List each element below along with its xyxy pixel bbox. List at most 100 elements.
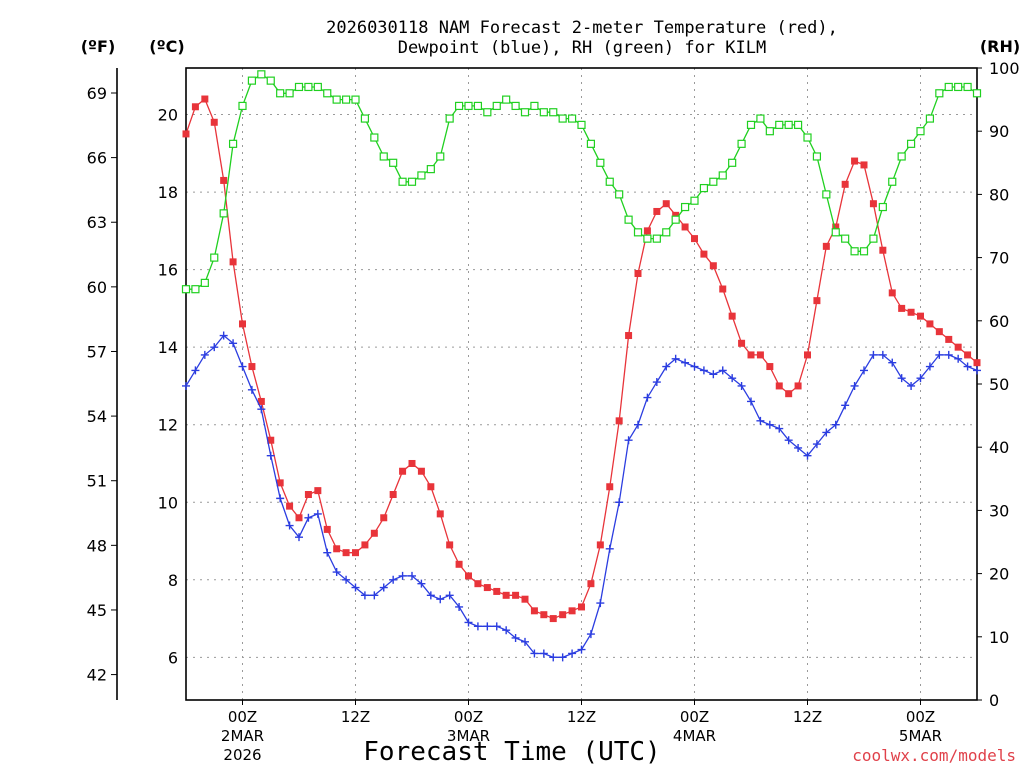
rh-tick-label: 90	[989, 122, 1009, 141]
dewpoint-marker	[417, 579, 426, 588]
x-tick-label: 12Z	[341, 708, 370, 726]
temperature-marker	[643, 227, 651, 235]
celsius-tick-label: 16	[158, 261, 178, 280]
celsius-tick-label: 12	[158, 416, 178, 435]
rh-marker	[228, 139, 238, 148]
temperature-marker	[917, 312, 924, 320]
dewpoint-marker	[822, 428, 831, 437]
rh-tick-label: 80	[989, 185, 1009, 204]
x-tick-date: 4MAR	[673, 727, 716, 745]
temperature-marker	[756, 351, 764, 359]
fahrenheit-tick-label: 54	[87, 407, 107, 426]
temperature-marker	[935, 328, 943, 336]
temperature-marker	[389, 491, 397, 499]
dewpoint-marker	[850, 381, 859, 390]
celsius-tick-label: 18	[158, 183, 178, 202]
dewpoint-marker	[483, 622, 492, 631]
rh-tick-label: 100	[989, 59, 1020, 78]
dewpoint-marker	[210, 343, 219, 352]
temperature-marker	[455, 560, 463, 568]
x-tick-label: 00Z	[680, 708, 709, 726]
fahrenheit-tick-label: 57	[87, 342, 107, 361]
x-tick-label: 00Z	[906, 708, 935, 726]
axes: 6 8 10 12 14 16 18 20 42 45 48 51 54 57 60 63 66 69 0 10 20 3…	[87, 59, 1020, 764]
rh-marker	[897, 152, 906, 161]
temperature-marker	[822, 242, 830, 250]
temperature-marker	[446, 541, 454, 549]
temperature-marker	[276, 479, 284, 487]
rh-marker	[285, 89, 294, 98]
temperature-marker	[342, 549, 350, 557]
fahrenheit-tick-label: 51	[87, 472, 107, 491]
x-tick-year: 2026	[223, 746, 261, 764]
dewpoint-marker	[775, 424, 784, 433]
temperature-marker	[568, 607, 576, 615]
rh-marker	[436, 152, 445, 161]
rh-marker	[567, 114, 577, 123]
celsius-tick-label: 14	[158, 338, 178, 357]
rh-marker	[294, 82, 304, 92]
rh-marker	[775, 120, 784, 129]
rh-marker	[784, 120, 793, 129]
dewpoint-marker	[455, 602, 464, 611]
dewpoint-marker	[662, 362, 671, 371]
dewpoint-marker	[709, 370, 718, 379]
dewpoint-marker	[323, 548, 332, 557]
temperature-marker	[898, 304, 906, 312]
temperature-marker	[813, 297, 821, 305]
rh-marker	[963, 82, 972, 92]
temperature-marker	[229, 258, 237, 266]
rh-marker	[473, 101, 483, 111]
temperature-marker	[766, 363, 774, 371]
temperature-marker	[945, 335, 953, 343]
dewpoint-marker	[408, 571, 416, 580]
temperature-marker	[559, 611, 567, 619]
dewpoint-marker	[191, 366, 200, 375]
rh-marker	[812, 152, 822, 161]
temperature-marker	[502, 591, 510, 599]
temperature-marker	[804, 351, 811, 359]
rh-marker	[276, 89, 285, 98]
dewpoint-marker	[473, 622, 482, 631]
temperature-marker	[907, 308, 915, 316]
temperature-marker	[380, 514, 388, 522]
rh-marker	[746, 120, 756, 129]
temperature-marker	[361, 541, 369, 549]
rh-marker	[850, 247, 859, 256]
rh-tick-label: 40	[989, 438, 1009, 457]
temperature-marker	[436, 510, 444, 518]
grid-lines	[186, 68, 977, 700]
rh-marker	[304, 82, 313, 92]
temperature-marker	[465, 572, 472, 580]
rh-marker	[633, 228, 643, 237]
dewpoint-marker	[916, 374, 925, 383]
temperature-marker	[474, 580, 482, 588]
dewpoint-marker	[502, 626, 511, 635]
rh-marker	[454, 101, 464, 111]
rh-marker	[671, 215, 680, 224]
temperature-marker	[851, 157, 859, 165]
dewpoint-marker	[568, 649, 577, 658]
temperature-marker	[210, 118, 218, 126]
rh-marker	[944, 82, 953, 92]
temperature-marker	[248, 363, 256, 371]
rh-marker	[191, 285, 200, 294]
dewpoint-marker	[944, 350, 953, 359]
rh-marker	[737, 139, 746, 148]
dewpoint-marker	[878, 350, 887, 359]
dewpoint-marker	[794, 443, 803, 452]
temperature-marker	[700, 250, 708, 258]
dewpoint-marker	[747, 397, 755, 406]
rh-marker	[793, 120, 803, 129]
rh-marker	[360, 114, 370, 123]
rh-marker	[972, 89, 982, 98]
dewpoint-marker	[558, 653, 567, 662]
temperature-marker	[333, 545, 341, 553]
dewpoint-marker	[436, 595, 445, 604]
fahrenheit-tick-label: 48	[87, 536, 107, 555]
temperature-marker	[964, 351, 972, 359]
temperature-marker	[304, 491, 312, 499]
temperature-marker	[578, 603, 585, 611]
dewpoint-marker	[398, 571, 407, 580]
